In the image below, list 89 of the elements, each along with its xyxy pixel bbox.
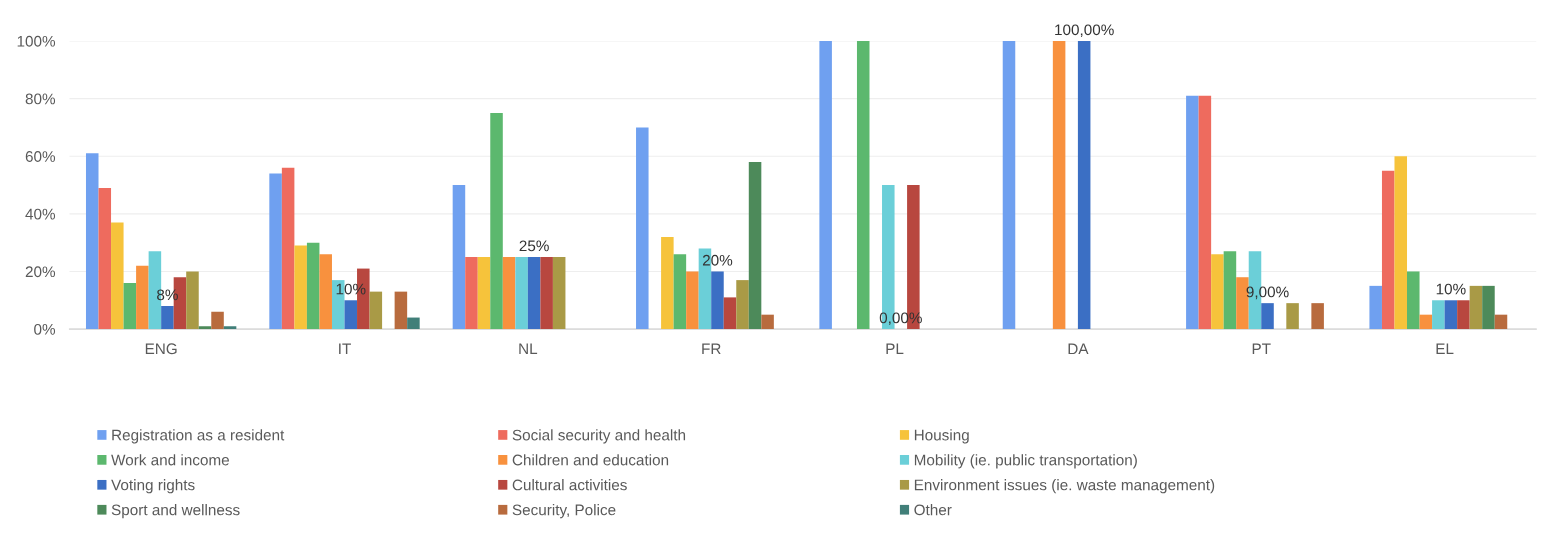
bar: [1077, 41, 1091, 330]
bar: [748, 161, 762, 330]
bar: [1394, 156, 1408, 330]
bar: [1469, 285, 1483, 330]
bar: [1494, 314, 1508, 330]
bar: [306, 242, 320, 330]
legend-label: Other: [914, 504, 952, 516]
data-label: 10%: [1436, 283, 1466, 295]
bar: [1286, 303, 1299, 330]
bar: [477, 257, 491, 330]
bar: [527, 257, 541, 330]
bar: [294, 245, 307, 330]
bar: [85, 153, 99, 330]
bar: [1198, 95, 1212, 330]
legend-label: Mobility (ie. public transportation): [914, 454, 1137, 469]
bar: [490, 113, 503, 330]
bar: [186, 271, 199, 330]
x-tick-label: PL: [886, 343, 904, 355]
x-tick-label: NL: [519, 343, 538, 355]
bar: [1369, 285, 1382, 330]
legend-label: Work and income: [111, 454, 229, 466]
bar: [686, 271, 699, 330]
legend-label: Security, Police: [512, 504, 616, 519]
bar: [161, 306, 174, 330]
bar: [736, 280, 749, 330]
bar: [515, 257, 528, 330]
bar: [269, 173, 282, 330]
data-label: 100,00%: [1055, 24, 1114, 37]
bar: [452, 185, 466, 330]
y-tick-label: 80%: [25, 93, 56, 105]
y-tick-label: 40%: [25, 208, 56, 220]
bar: [111, 222, 124, 330]
legend-label: Social security and health: [512, 429, 686, 444]
x-tick-label: ENG: [145, 343, 177, 355]
bar: [1419, 314, 1433, 330]
bar: [540, 257, 553, 330]
bar: [856, 41, 870, 330]
bar: [123, 282, 137, 330]
x-tick-label: DA: [1068, 343, 1089, 355]
bar: [1211, 254, 1224, 330]
y-tick-label: 60%: [25, 151, 56, 162]
bar: [723, 297, 737, 330]
x-tick-label: EL: [1436, 343, 1454, 355]
bar: [1223, 251, 1237, 330]
bar: [1186, 95, 1199, 330]
bar: [711, 271, 724, 330]
bar: [761, 314, 774, 330]
bar: [1261, 303, 1274, 330]
bar: [98, 187, 112, 330]
legend-label: Environment issues (ie. waste management): [914, 479, 1215, 494]
bar: [1482, 285, 1495, 330]
x-tick-label: PT: [1252, 343, 1271, 355]
bar: [344, 300, 358, 330]
legend-label: Sport and wellness: [111, 504, 240, 519]
bar: [223, 326, 237, 330]
bar: [1432, 300, 1445, 330]
bar: [281, 167, 295, 330]
legend-label: Children and education: [512, 454, 669, 466]
y-tick-label: 20%: [25, 266, 56, 278]
bar: [211, 311, 224, 330]
bar: [1052, 41, 1066, 330]
bar: [369, 291, 383, 330]
bar: [636, 127, 649, 330]
bar: [1002, 41, 1016, 330]
bar: [552, 257, 566, 330]
data-label: 25%: [519, 240, 549, 252]
bar: [407, 317, 420, 330]
bar: [198, 326, 212, 330]
legend-label: Voting rights: [111, 479, 195, 494]
legend-label: Cultural activities: [512, 479, 627, 491]
bar: [394, 291, 408, 330]
bar: [319, 254, 332, 330]
bar: [1407, 271, 1420, 330]
x-tick-label: IT: [339, 343, 351, 355]
bar: [1381, 170, 1395, 330]
legend-label: Registration as a resident: [112, 429, 285, 444]
bar: [661, 236, 674, 330]
bar: [465, 257, 478, 330]
bar: [1457, 300, 1470, 330]
y-tick-label: 100%: [17, 35, 56, 47]
bar: [1311, 303, 1324, 330]
bar: [136, 265, 149, 330]
y-tick-label: 0%: [34, 323, 56, 335]
bar: [502, 257, 516, 330]
x-tick-label: FR: [702, 343, 721, 355]
bar: [819, 41, 832, 330]
legend-label: Housing: [914, 429, 969, 444]
bar: [673, 254, 687, 330]
bar: [1444, 300, 1458, 330]
